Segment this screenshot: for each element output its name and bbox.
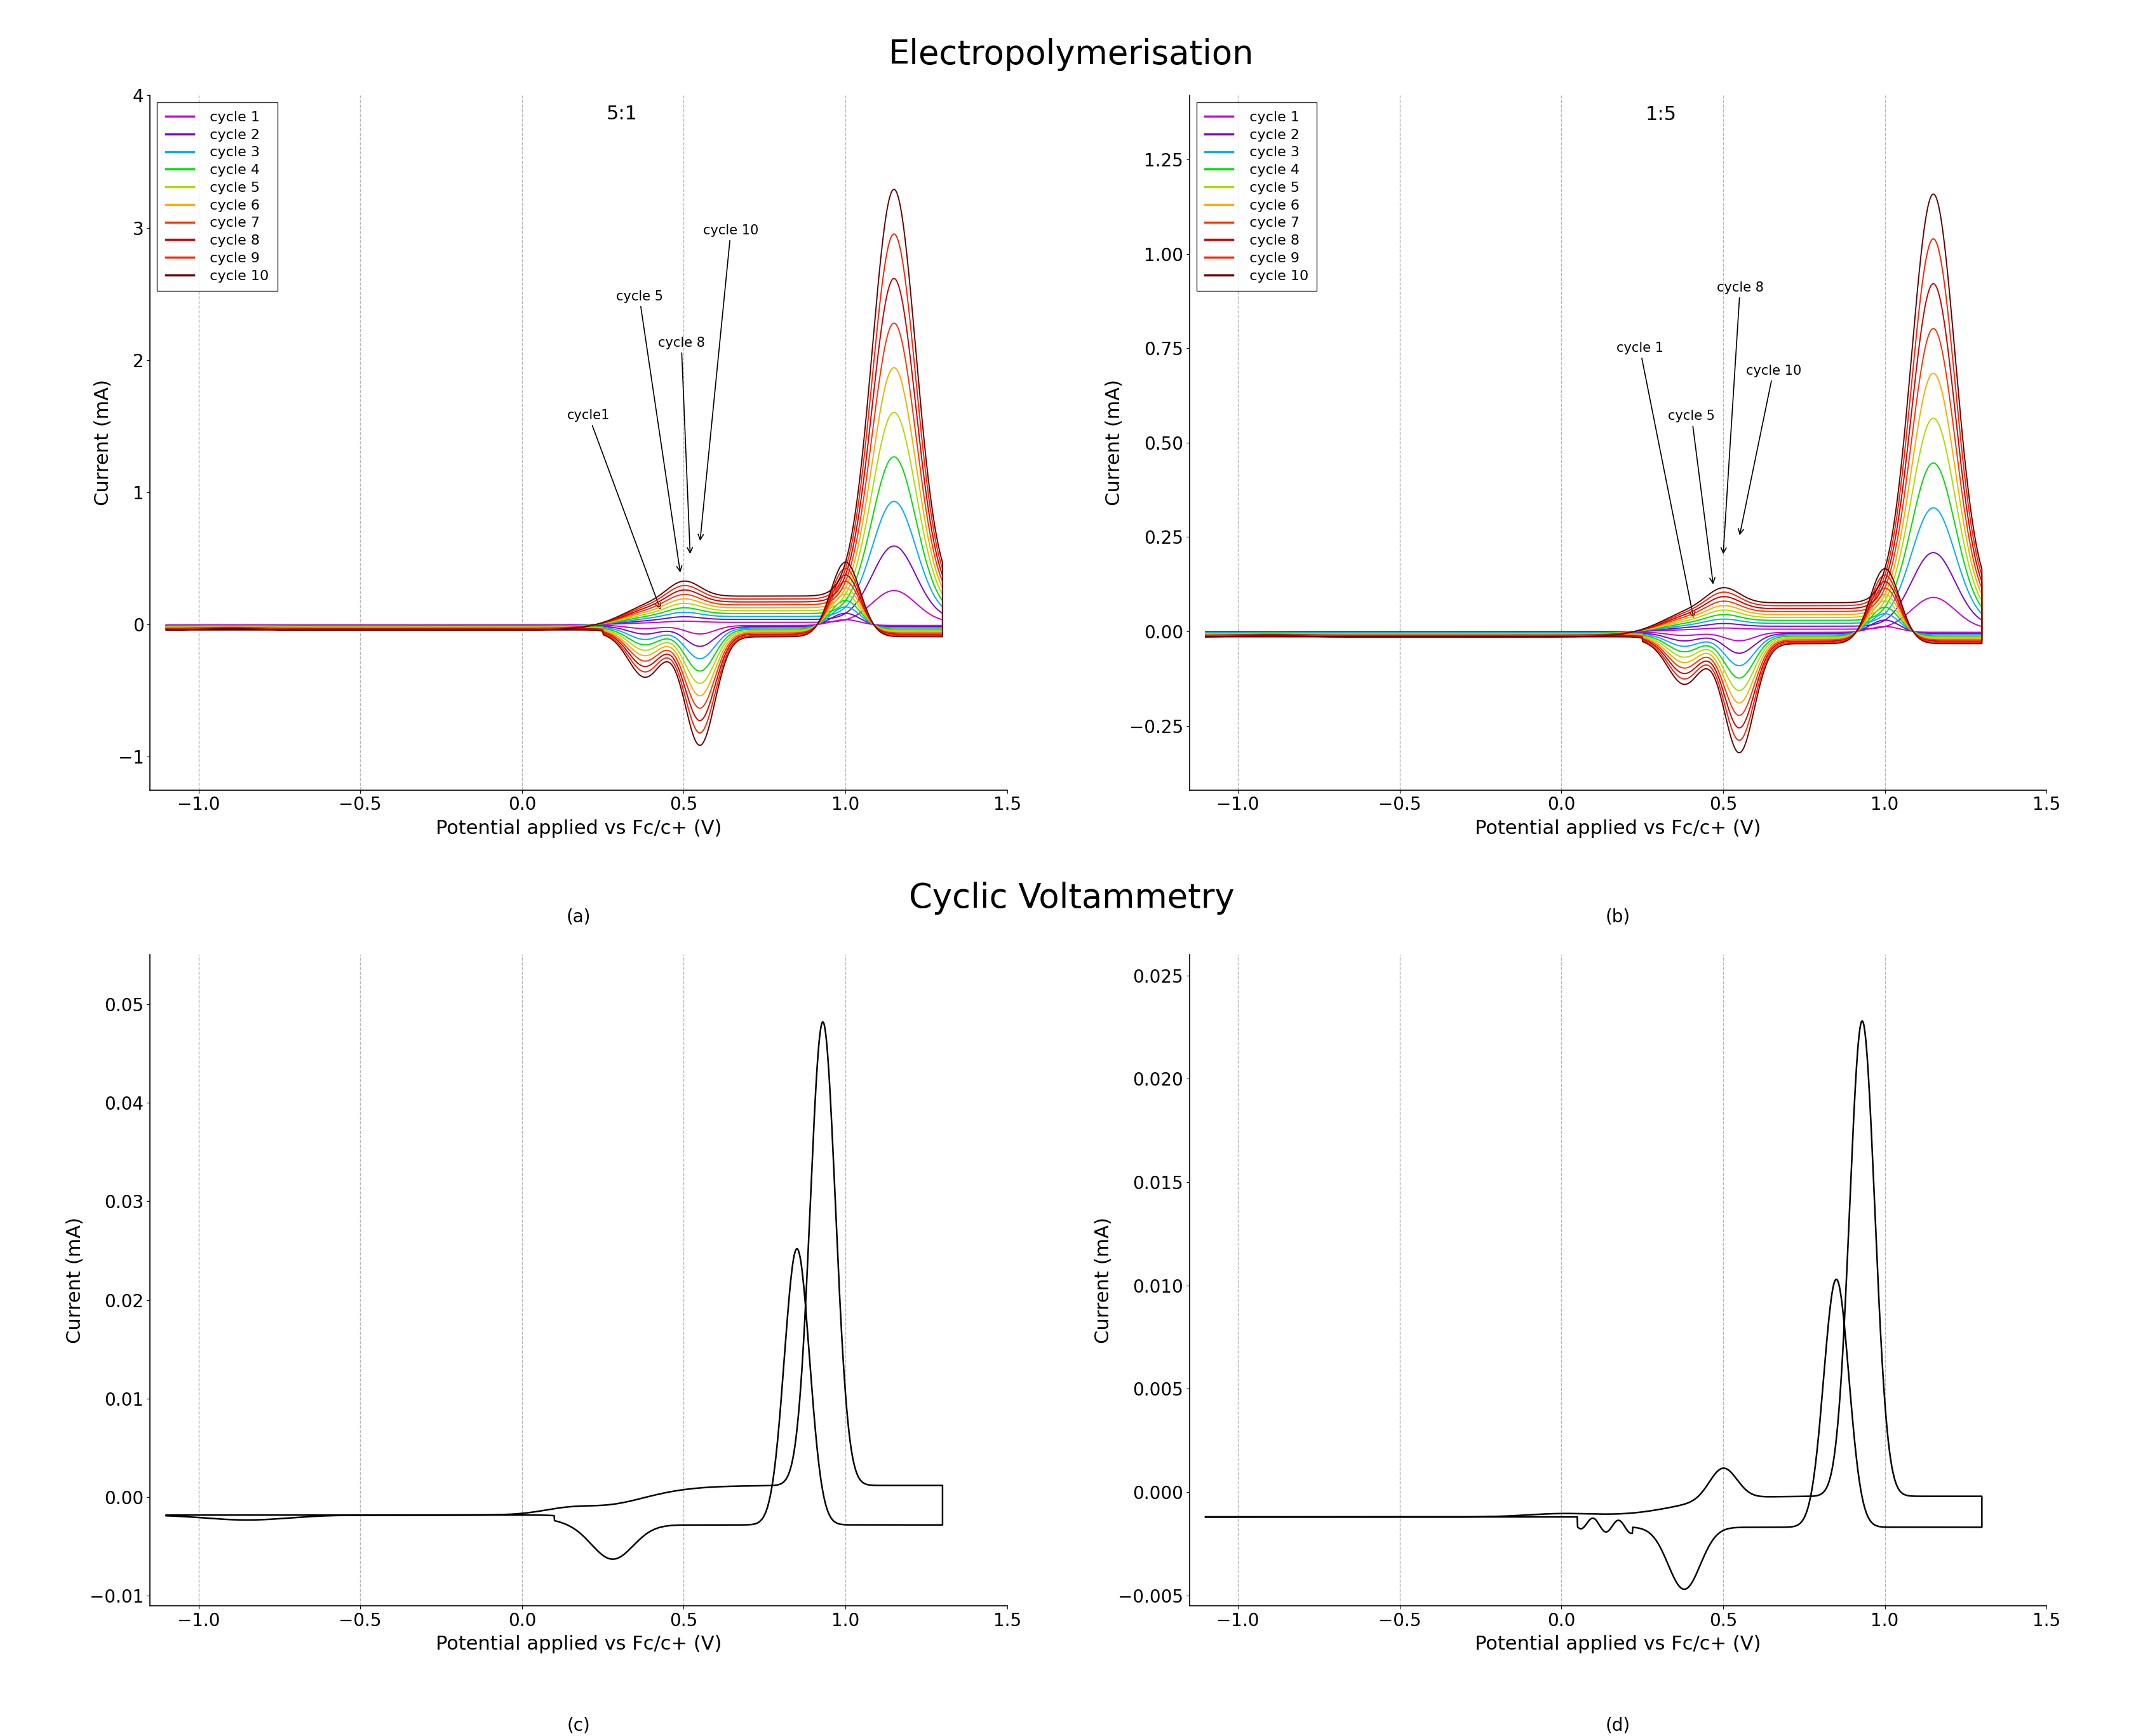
- X-axis label: Potential applied vs Fc/c+ (V): Potential applied vs Fc/c+ (V): [435, 819, 722, 837]
- Text: 5:1: 5:1: [606, 104, 636, 123]
- Text: cycle 5: cycle 5: [615, 290, 681, 571]
- Text: cycle 1: cycle 1: [1616, 342, 1695, 618]
- X-axis label: Potential applied vs Fc/c+ (V): Potential applied vs Fc/c+ (V): [1474, 819, 1762, 837]
- Y-axis label: Current (mA): Current (mA): [66, 1217, 84, 1344]
- Text: Cyclic Voltammetry: Cyclic Voltammetry: [909, 882, 1234, 915]
- X-axis label: Potential applied vs Fc/c+ (V): Potential applied vs Fc/c+ (V): [435, 1635, 722, 1653]
- Legend:   cycle 1,   cycle 2,   cycle 3,   cycle 4,   cycle 5,   cycle 6,   cycle 7,   c: cycle 1, cycle 2, cycle 3, cycle 4, cycl…: [1196, 102, 1316, 292]
- Text: cycle1: cycle1: [568, 410, 660, 609]
- Text: cycle 10: cycle 10: [1738, 365, 1800, 535]
- Text: 1:5: 1:5: [1646, 106, 1676, 123]
- Text: cycle 10: cycle 10: [699, 224, 759, 540]
- Text: Electropolymerisation: Electropolymerisation: [889, 38, 1254, 71]
- Text: cycle 5: cycle 5: [1667, 410, 1714, 583]
- Text: (a): (a): [566, 908, 591, 925]
- Y-axis label: Current (mA): Current (mA): [1095, 1217, 1112, 1344]
- Legend:   cycle 1,   cycle 2,   cycle 3,   cycle 4,   cycle 5,   cycle 6,   cycle 7,   c: cycle 1, cycle 2, cycle 3, cycle 4, cycl…: [156, 102, 276, 292]
- Text: (d): (d): [1605, 1717, 1631, 1734]
- Text: (b): (b): [1605, 908, 1631, 925]
- X-axis label: Potential applied vs Fc/c+ (V): Potential applied vs Fc/c+ (V): [1474, 1635, 1762, 1653]
- Y-axis label: Current (mA): Current (mA): [1106, 380, 1123, 505]
- Text: (c): (c): [568, 1717, 589, 1734]
- Text: cycle 8: cycle 8: [658, 337, 705, 552]
- Y-axis label: Current (mA): Current (mA): [94, 380, 114, 505]
- Text: cycle 8: cycle 8: [1717, 281, 1764, 554]
